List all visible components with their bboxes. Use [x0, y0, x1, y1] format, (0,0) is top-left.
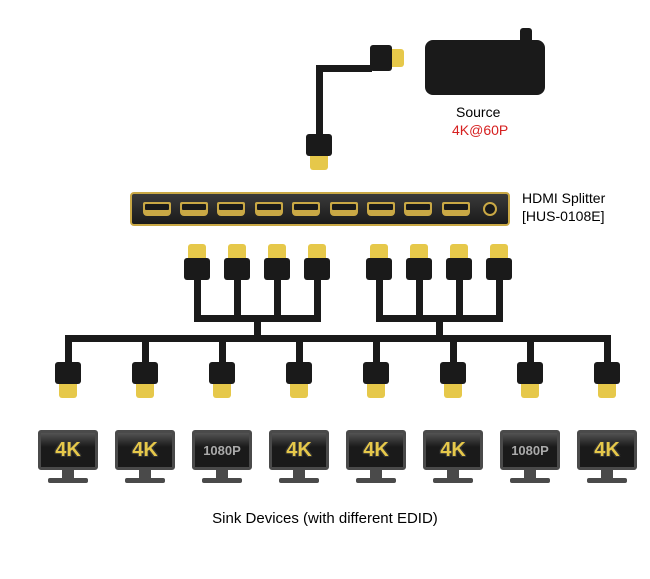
hdmi-plug-icon [264, 244, 290, 280]
source-knob [520, 28, 532, 46]
audio-jack-icon [483, 202, 497, 216]
hdmi-plug-icon [132, 362, 158, 398]
source-body [425, 40, 545, 95]
monitor-stand [601, 470, 613, 478]
resolution-badge: 1080P [203, 443, 241, 458]
monitor-stand [139, 470, 151, 478]
resolution-badge: 4K [286, 439, 312, 462]
monitor-icon: 4K [346, 430, 406, 483]
resolution-badge: 1080P [511, 443, 549, 458]
monitor-stand [293, 470, 305, 478]
monitor-stand [216, 470, 228, 478]
hdmi-plug-icon [306, 134, 332, 170]
hdmi-plug-icon [440, 362, 466, 398]
hdmi-plug-tip-icon [390, 49, 404, 67]
monitor-screen: 4K [269, 430, 329, 470]
hdmi-port-icon [330, 202, 358, 216]
monitor-icon: 4K [423, 430, 483, 483]
monitor-stand [370, 470, 382, 478]
cable-segment [373, 335, 380, 365]
hdmi-plug-icon [594, 362, 620, 398]
resolution-badge: 4K [132, 439, 158, 462]
source-resolution-label: 4K@60P [452, 122, 508, 138]
monitor-screen: 1080P [192, 430, 252, 470]
cable-segment [142, 335, 149, 365]
hdmi-plug-icon [224, 244, 250, 280]
cable-segment [219, 335, 226, 365]
monitor-icon: 1080P [500, 430, 560, 483]
hdmi-plug-icon [209, 362, 235, 398]
source-label: Source [456, 104, 500, 120]
resolution-badge: 4K [594, 439, 620, 462]
monitor-base [510, 478, 550, 483]
monitor-screen: 4K [423, 430, 483, 470]
monitor-stand [62, 470, 74, 478]
hdmi-plug-icon [286, 362, 312, 398]
hdmi-port-icon [404, 202, 432, 216]
hdmi-plug-icon [55, 362, 81, 398]
hdmi-port-icon [255, 202, 283, 216]
monitor-base [433, 478, 473, 483]
monitor-base [587, 478, 627, 483]
cable-segment [604, 335, 611, 365]
hdmi-port-icon [217, 202, 245, 216]
cable-segment [316, 65, 323, 136]
hdmi-port-icon [180, 202, 208, 216]
cable-segment [527, 335, 534, 365]
monitor-screen: 4K [38, 430, 98, 470]
hdmi-splitter [130, 192, 510, 226]
monitor-base [279, 478, 319, 483]
hdmi-plug-icon [304, 244, 330, 280]
cable-segment [296, 335, 303, 365]
monitor-stand [447, 470, 459, 478]
hdmi-port-icon [292, 202, 320, 216]
caption: Sink Devices (with different EDID) [0, 510, 650, 527]
resolution-badge: 4K [440, 439, 466, 462]
cable-segment [65, 335, 72, 365]
hdmi-plug-icon [366, 244, 392, 280]
splitter-model-label: [HUS-0108E] [522, 208, 604, 224]
resolution-badge: 4K [55, 439, 81, 462]
monitor-screen: 4K [577, 430, 637, 470]
hdmi-plug-icon [184, 244, 210, 280]
monitor-icon: 4K [115, 430, 175, 483]
hdmi-port-icon [143, 202, 171, 216]
hdmi-plug-icon [446, 244, 472, 280]
monitor-base [356, 478, 396, 483]
hdmi-plug-icon [406, 244, 432, 280]
monitor-screen: 4K [115, 430, 175, 470]
resolution-badge: 4K [363, 439, 389, 462]
hdmi-port-icon [442, 202, 470, 216]
source-device [425, 40, 545, 95]
monitor-screen: 1080P [500, 430, 560, 470]
monitor-icon: 4K [38, 430, 98, 483]
cable-segment [450, 335, 457, 365]
hdmi-plug-icon [363, 362, 389, 398]
monitor-base [125, 478, 165, 483]
monitor-icon: 1080P [192, 430, 252, 483]
monitor-base [48, 478, 88, 483]
cable-segment [316, 65, 372, 72]
monitor-base [202, 478, 242, 483]
hdmi-port-icon [367, 202, 395, 216]
monitor-icon: 4K [577, 430, 637, 483]
monitor-icon: 4K [269, 430, 329, 483]
monitor-screen: 4K [346, 430, 406, 470]
hdmi-plug-icon [486, 244, 512, 280]
hdmi-plug-icon [517, 362, 543, 398]
splitter-label: HDMI Splitter [522, 190, 605, 206]
hdmi-plug-icon [370, 45, 392, 71]
monitor-stand [524, 470, 536, 478]
